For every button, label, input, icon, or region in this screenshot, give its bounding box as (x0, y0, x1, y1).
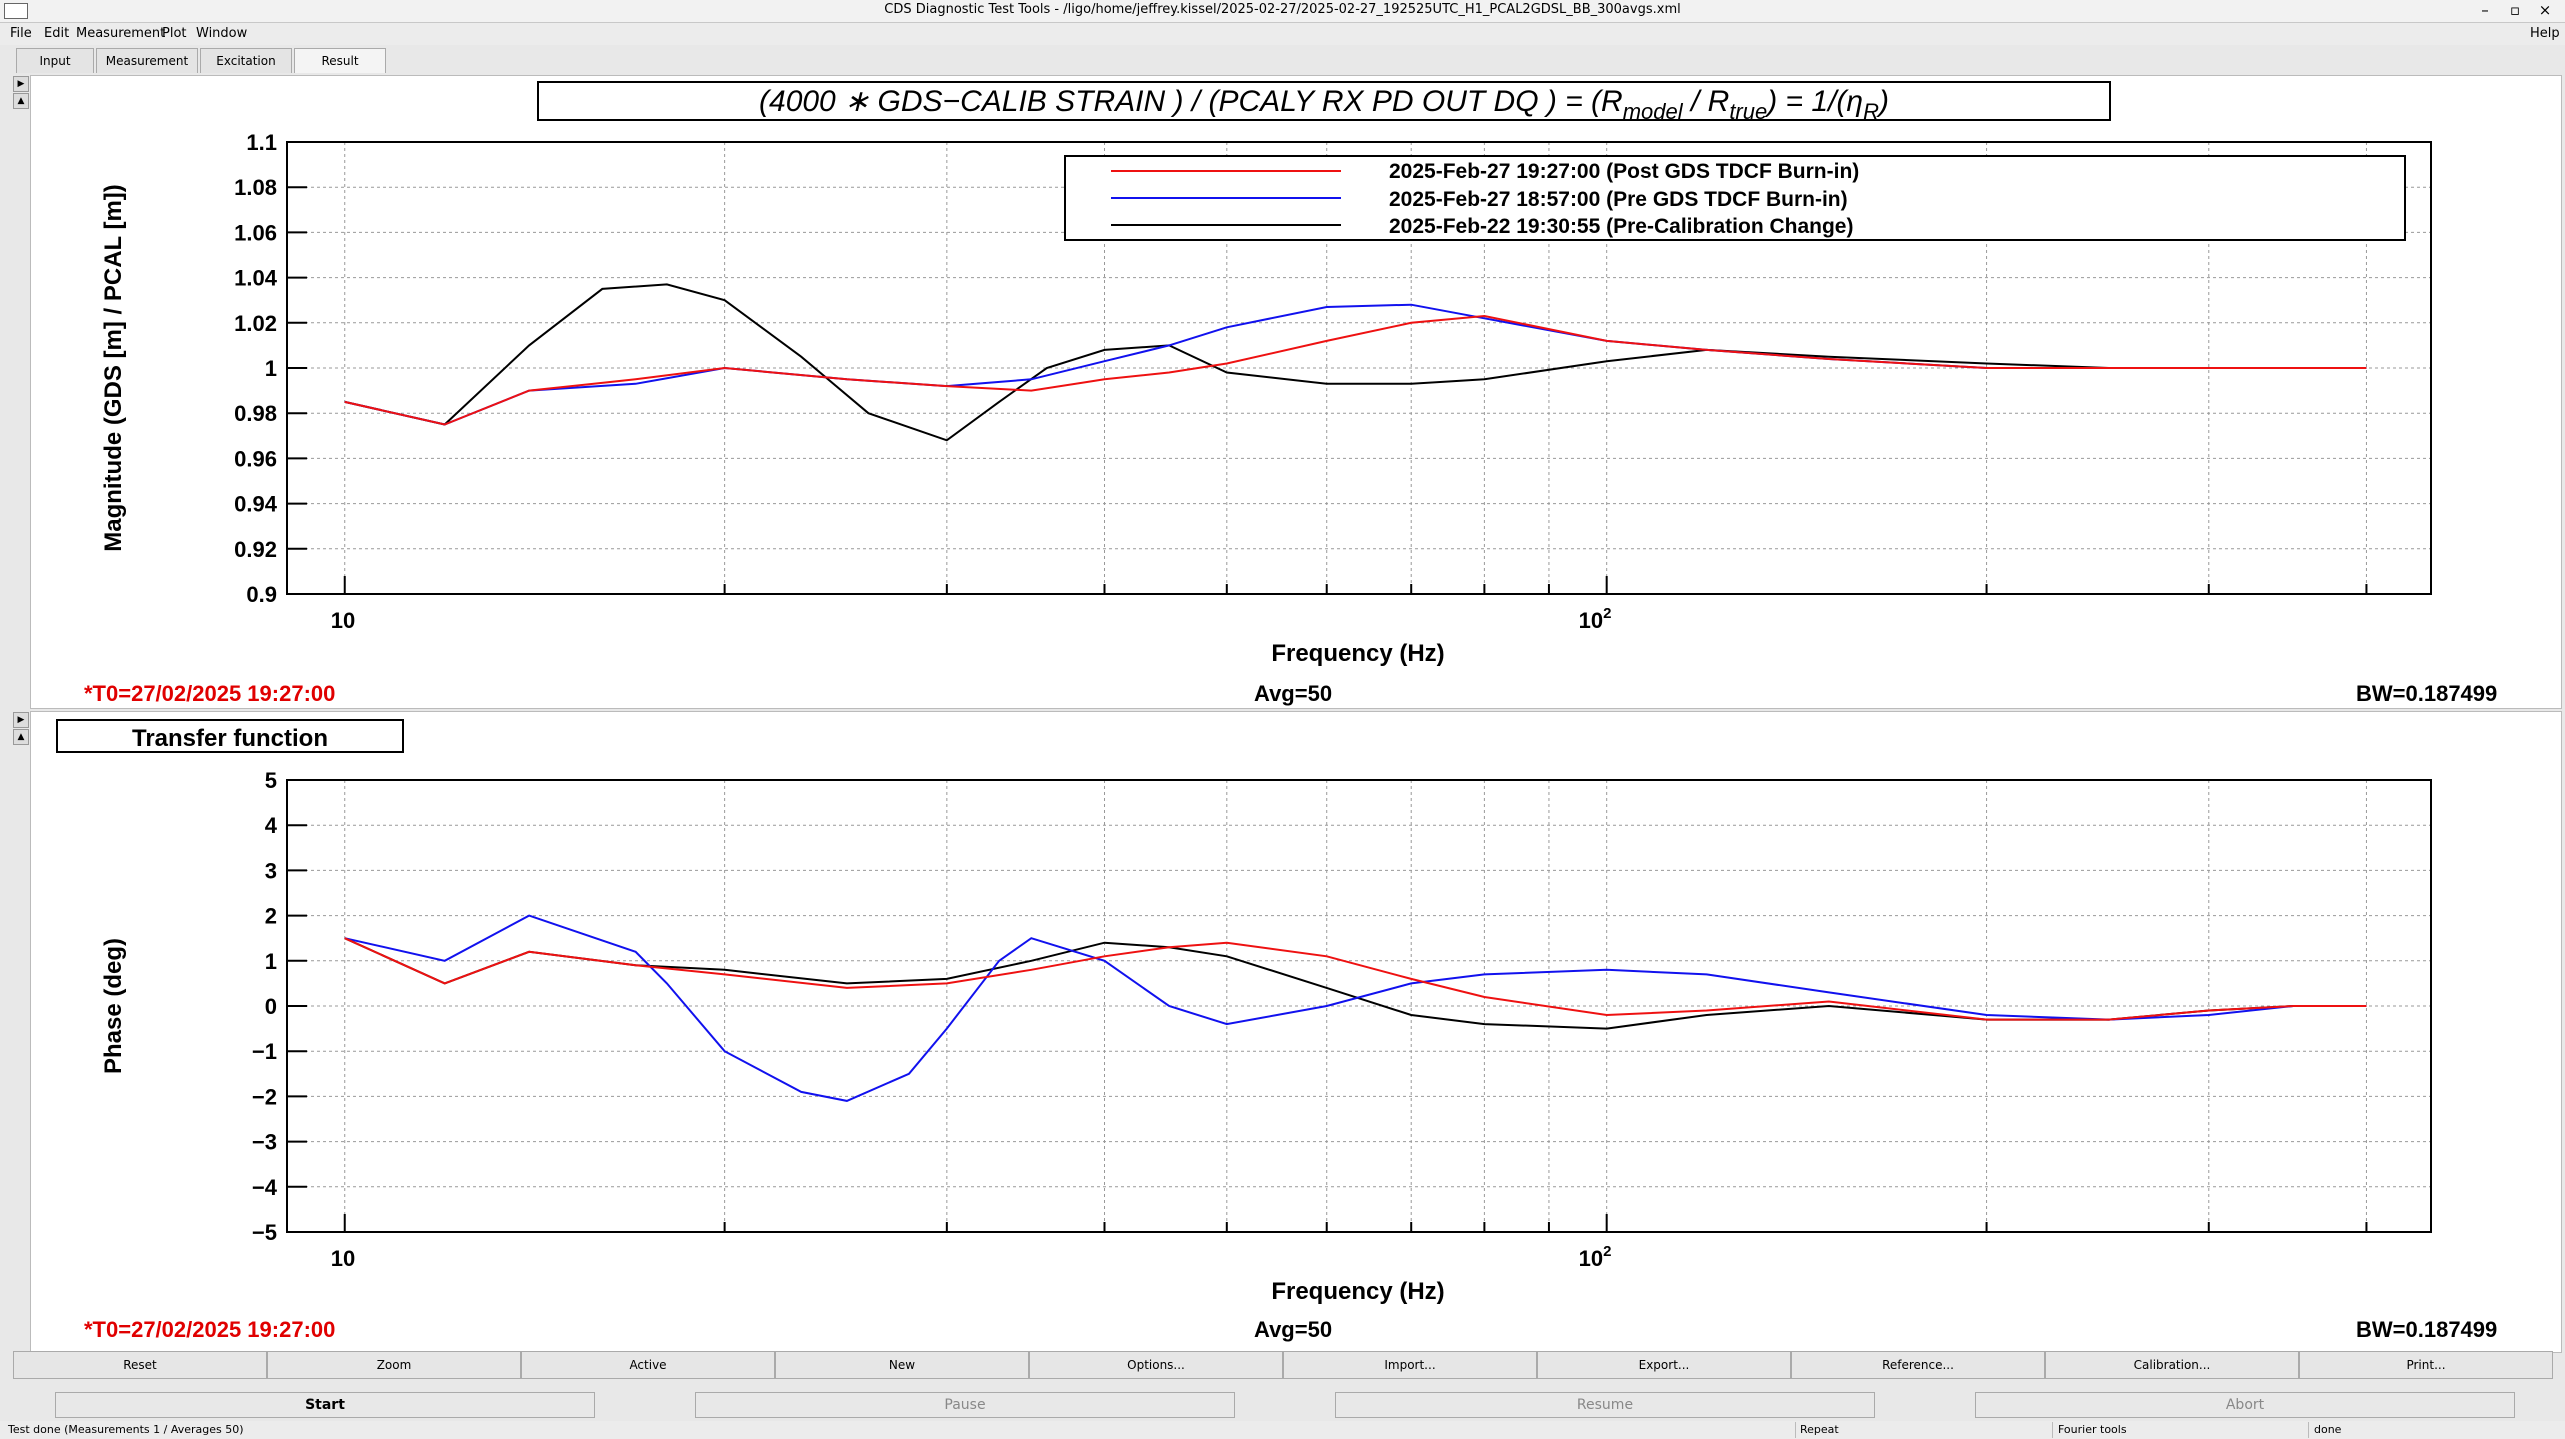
legend: 2025-Feb-27 19:27:00 (Post GDS TDCF Burn… (1064, 155, 2406, 241)
x-tick-100: 102 (1579, 1243, 1612, 1271)
collapse-arrow-icon[interactable]: ▲ (13, 93, 29, 109)
plot-title-box (537, 81, 2111, 121)
close-button[interactable]: × (2538, 1, 2552, 19)
series-line (344, 914, 2367, 1102)
y-tick-label: 1 (265, 949, 277, 974)
avg-label: Avg=50 (1254, 1317, 1333, 1342)
x-tick-10: 10 (331, 608, 355, 633)
status-repeat: Repeat (1800, 1423, 1839, 1436)
y-tick-label: 0.92 (234, 537, 277, 562)
y-tick-label: −2 (252, 1084, 277, 1109)
y-tick-label: 0.94 (234, 492, 278, 517)
y-tick-label: 0 (265, 994, 277, 1019)
status-done: done (2314, 1423, 2342, 1436)
x-tick-10: 10 (331, 1246, 355, 1271)
minimize-button[interactable]: – (2481, 1, 2489, 19)
status-divider (2052, 1422, 2053, 1438)
y-tick-label: 1 (265, 356, 277, 381)
series-line (344, 283, 2367, 442)
window-title-bar: CDS Diagnostic Test Tools - /ligo/home/j… (0, 0, 2565, 23)
y-tick-label: 3 (265, 858, 277, 883)
legend-entry: 2025-Feb-22 19:30:55 (Pre-Calibration Ch… (1389, 215, 1853, 238)
legend-entry: 2025-Feb-27 18:57:00 (Pre GDS TDCF Burn-… (1389, 188, 1848, 211)
y-tick-label: 1.1 (246, 130, 277, 155)
options-button[interactable]: Options... (1029, 1351, 1283, 1379)
import-button[interactable]: Import... (1283, 1351, 1537, 1379)
menu-window[interactable]: Window (196, 26, 248, 41)
expand-arrow-icon[interactable]: ▶ (13, 76, 29, 92)
plot-title: (4000 ∗ GDS−CALIB STRAIN ) / (PCALY RX P… (759, 85, 1889, 124)
y-tick-label: 1.02 (234, 311, 277, 336)
series-line (344, 314, 2367, 426)
series-line (344, 937, 2367, 1021)
tab-excitation[interactable]: Excitation (200, 48, 292, 73)
y-tick-label: 1.08 (234, 175, 277, 200)
magnitude-panel: (4000 ∗ GDS−CALIB STRAIN ) / (PCALY RX P… (30, 75, 2562, 709)
status-divider (1795, 1422, 1796, 1438)
active-button[interactable]: Active (521, 1351, 775, 1379)
avg-label: Avg=50 (1254, 681, 1333, 706)
y-axis-label: Phase (deg) (100, 938, 127, 1074)
abort-button[interactable]: Abort (1975, 1392, 2515, 1418)
y-tick-label: 0.98 (234, 401, 277, 426)
y-tick-label: 1.06 (234, 220, 277, 245)
y-tick-label: −5 (252, 1220, 277, 1245)
pause-button[interactable]: Pause (695, 1392, 1235, 1418)
y-axis-label: Magnitude (GDS [m] / PCAL [m]) (100, 184, 127, 552)
x-tick-100: 102 (1579, 605, 1612, 633)
y-tick-label: 0.9 (246, 582, 277, 607)
plot-frame (286, 779, 2432, 1233)
series-line (344, 937, 2367, 1030)
app-icon (4, 3, 28, 19)
menu-file[interactable]: File (10, 26, 32, 41)
tab-input[interactable]: Input (16, 48, 94, 73)
phase-plot[interactable]: Transfer function −5 −4 −3 −2 −1 0 1 2 3 4 5 10 10… (31, 712, 2561, 1352)
y-tick-label: −3 (252, 1130, 277, 1155)
maximize-button[interactable]: ▫ (2509, 1, 2521, 19)
menu-edit[interactable]: Edit (44, 26, 70, 41)
tab-result[interactable]: Result (294, 48, 386, 73)
transfer-function-box (56, 719, 404, 753)
transfer-function-label: Transfer function (132, 725, 328, 752)
collapse-arrow-icon[interactable]: ▲ (13, 729, 29, 745)
y-tick-label: −4 (252, 1175, 278, 1200)
t0-label: *T0=27/02/2025 19:27:00 (84, 681, 336, 706)
menu-bar: File Edit Measurement Plot Window Help (0, 23, 2565, 45)
zoom-button[interactable]: Zoom (267, 1351, 521, 1379)
status-text: Test done (Measurements 1 / Averages 50) (8, 1423, 244, 1436)
status-bar: Test done (Measurements 1 / Averages 50)… (0, 1421, 2565, 1439)
y-tick-label: 0.96 (234, 446, 277, 471)
plot-button-row: Reset Zoom Active New Options... Import.… (13, 1351, 2558, 1379)
resume-button[interactable]: Resume (1335, 1392, 1875, 1418)
menu-help[interactable]: Help (2530, 26, 2560, 41)
y-tick-label: 1.04 (234, 266, 278, 291)
new-button[interactable]: New (775, 1351, 1029, 1379)
legend-entry: 2025-Feb-27 19:27:00 (Post GDS TDCF Burn… (1389, 160, 1859, 183)
y-tick-label: 2 (265, 904, 277, 929)
expand-arrow-icon[interactable]: ▶ (13, 712, 29, 728)
phase-panel: Transfer function −5 −4 −3 −2 −1 0 1 2 3 4 5 10 10… (30, 711, 2562, 1353)
magnitude-plot[interactable]: (4000 ∗ GDS−CALIB STRAIN ) / (PCALY RX P… (31, 76, 2561, 708)
bw-label: BW=0.187499 (2356, 681, 2498, 706)
status-fourier: Fourier tools (2058, 1423, 2127, 1436)
start-button[interactable]: Start (55, 1392, 595, 1418)
reference-button[interactable]: Reference... (1791, 1351, 2045, 1379)
menu-measurement[interactable]: Measurement (76, 26, 166, 41)
y-tick-label: 5 (265, 768, 277, 793)
tab-measurement[interactable]: Measurement (96, 48, 198, 73)
export-button[interactable]: Export... (1537, 1351, 1791, 1379)
status-divider (2308, 1422, 2309, 1438)
reset-button[interactable]: Reset (13, 1351, 267, 1379)
window-title: CDS Diagnostic Test Tools - /ligo/home/j… (884, 2, 1681, 17)
bw-label: BW=0.187499 (2356, 1317, 2498, 1342)
y-tick-label: −1 (252, 1039, 277, 1064)
calibration-button[interactable]: Calibration... (2045, 1351, 2299, 1379)
x-axis-label: Frequency (Hz) (1271, 1278, 1444, 1305)
print-button[interactable]: Print... (2299, 1351, 2553, 1379)
menu-plot[interactable]: Plot (162, 26, 187, 41)
x-axis-label: Frequency (Hz) (1271, 640, 1444, 667)
t0-label: *T0=27/02/2025 19:27:00 (84, 1317, 336, 1342)
y-tick-label: 4 (265, 813, 278, 838)
